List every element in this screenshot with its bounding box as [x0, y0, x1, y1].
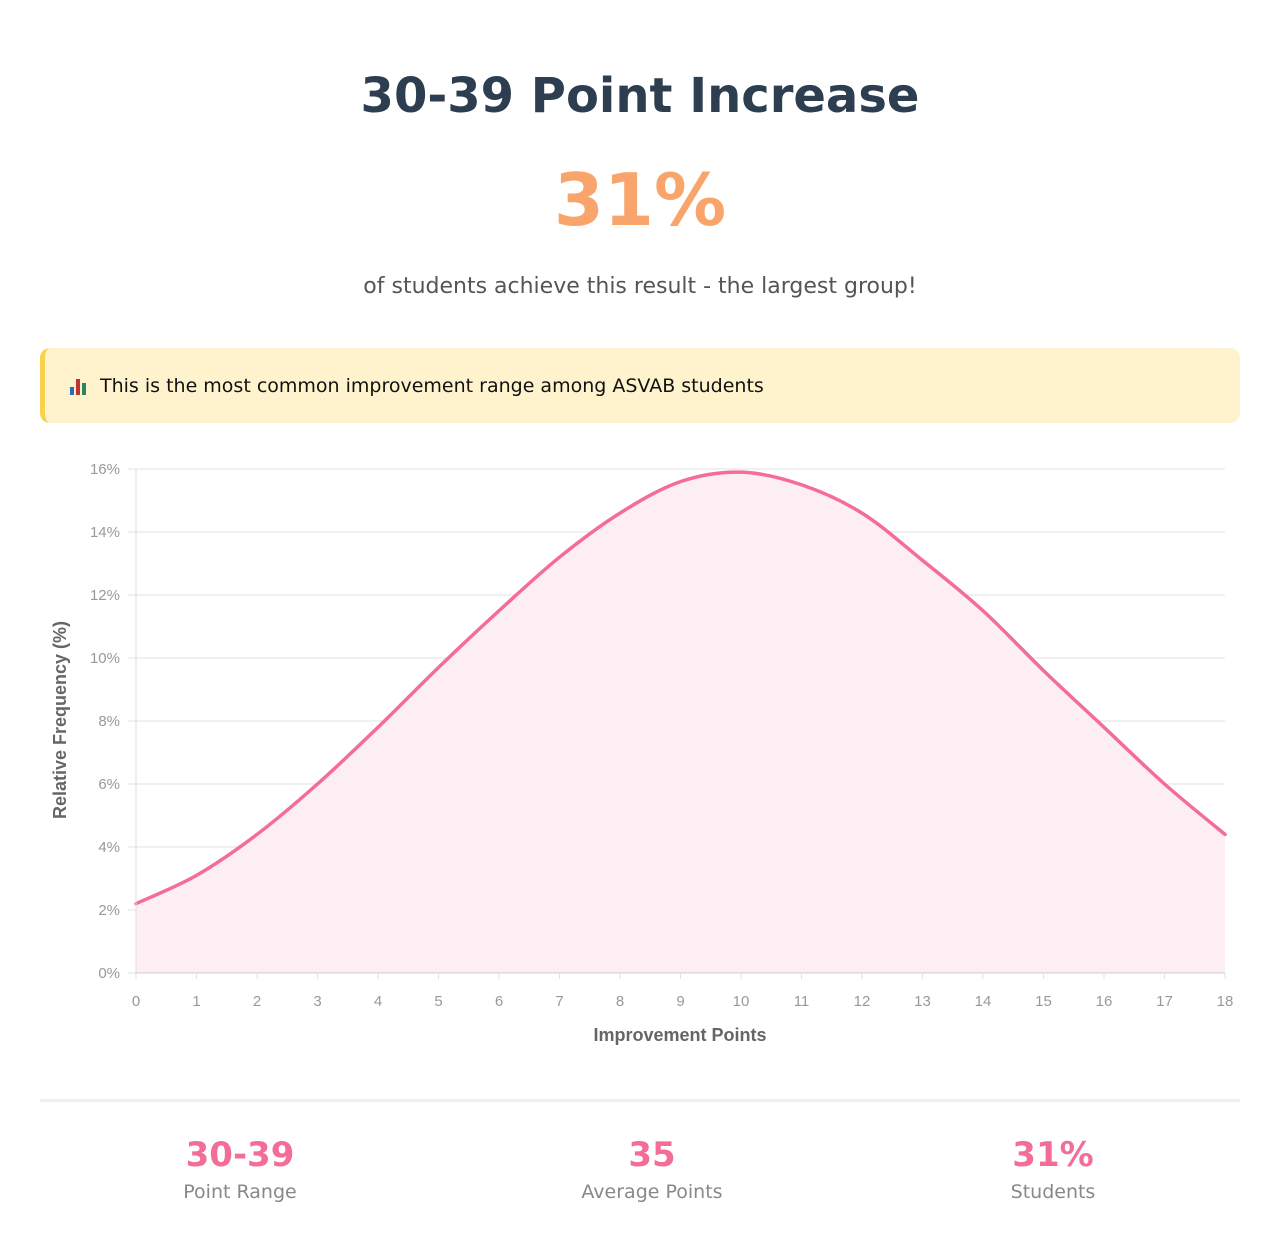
chart-axes: 0%2%4%6%8%10%12%14%16%0 1 2 3 4 5 6 7 8 9 10 11 12 13… [90, 461, 1233, 1010]
y-tick-label: 6% [98, 776, 120, 793]
x-tick-label: 4 [374, 993, 382, 1010]
x-tick-label: 15 [1035, 993, 1052, 1010]
x-tick-label: 9 [676, 993, 684, 1010]
x-tick-label: 8 [616, 993, 624, 1010]
x-tick-label: 17 [1156, 993, 1173, 1010]
frequency-chart: 0%2%4%6%8%10%12%14%16%0 1 2 3 4 5 6 7 8 9 10 11 12 13… [50, 461, 1233, 1045]
page-title: 30-39 Point Increase [360, 68, 920, 124]
x-tick-label: 12 [854, 993, 871, 1010]
callout-text: This is the most common improvement rang… [100, 374, 764, 397]
stat-point-range: 30-39 Point Range [90, 1135, 390, 1203]
x-tick-label: 11 [794, 993, 810, 1010]
x-tick-label: 1 [192, 993, 200, 1010]
stat-value: 30-39 [185, 1135, 295, 1175]
stat-value: 35 [628, 1135, 676, 1175]
y-tick-label: 4% [98, 839, 120, 856]
x-tick-label: 7 [555, 993, 563, 1010]
y-axis-title: Relative Frequency (%) [50, 621, 70, 819]
x-tick-label: 13 [914, 993, 931, 1010]
y-tick-label: 10% [90, 650, 120, 667]
bar-chart-icon [70, 377, 92, 395]
headline-percentage: 31% [553, 158, 727, 242]
y-tick-label: 8% [98, 713, 120, 730]
stat-average-points: 35 Average Points [502, 1135, 802, 1203]
x-tick-label: 18 [1217, 993, 1234, 1010]
stat-students: 31% Students [903, 1135, 1203, 1203]
x-tick-label: 0 [132, 993, 140, 1010]
x-axis-title: Improvement Points [593, 1025, 766, 1045]
y-tick-label: 0% [98, 965, 120, 982]
frequency-line [134, 470, 1227, 906]
headline-subtitle: of students achieve this result - the la… [363, 274, 917, 299]
x-tick-label: 2 [253, 993, 261, 1010]
stat-label: Students [1010, 1181, 1096, 1203]
y-tick-label: 14% [90, 524, 120, 541]
x-tick-label: 6 [495, 993, 503, 1010]
y-tick-label: 16% [90, 461, 120, 478]
x-tick-label: 5 [434, 993, 442, 1010]
x-tick-label: 3 [313, 993, 321, 1010]
frequency-area [136, 472, 1225, 973]
stat-value: 31% [1012, 1135, 1094, 1175]
y-tick-label: 12% [90, 587, 120, 604]
info-callout: This is the most common improvement rang… [40, 348, 1240, 423]
stats-divider [40, 1099, 1240, 1102]
y-tick-label: 2% [98, 902, 120, 919]
x-tick-label: 16 [1096, 993, 1113, 1010]
stat-label: Average Points [581, 1181, 723, 1203]
stat-label: Point Range [183, 1181, 297, 1203]
x-tick-label: 10 [733, 993, 750, 1010]
x-tick-label: 14 [975, 993, 992, 1010]
